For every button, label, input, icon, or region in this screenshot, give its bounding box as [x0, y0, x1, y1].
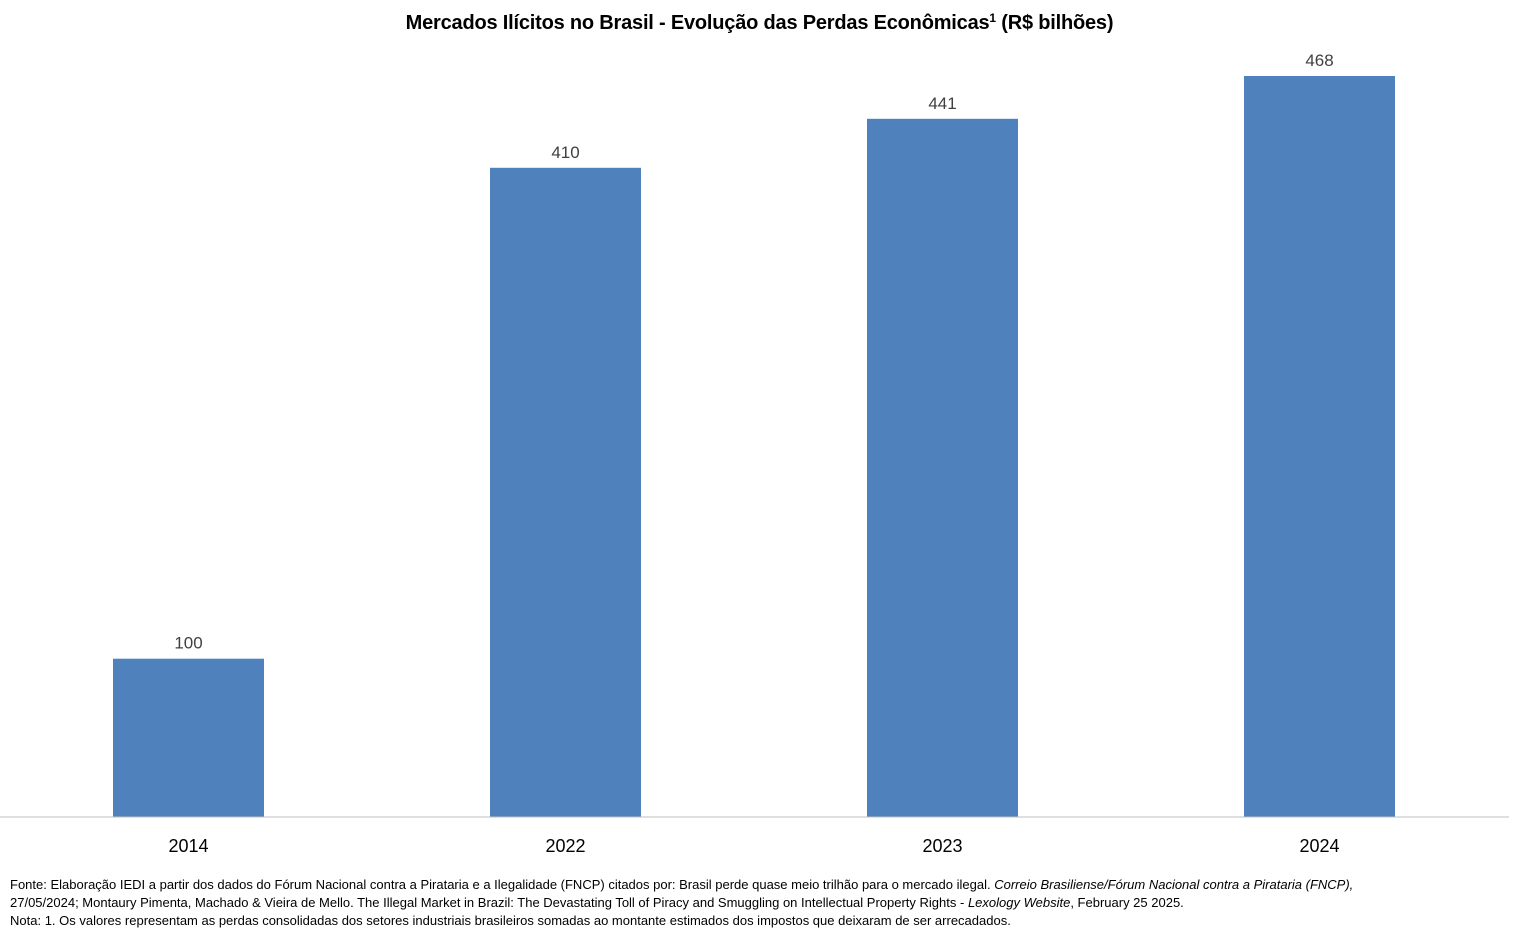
note-label: Nota:: [10, 913, 42, 928]
bar-2023: [867, 118, 1018, 818]
x-tick-label-2024: 2024: [1299, 836, 1339, 856]
source-text-2: 27/05/2024; Montaury Pimenta, Machado & …: [10, 895, 965, 910]
data-label-2014: 100: [174, 634, 202, 653]
x-tick-label-2023: 2023: [922, 836, 962, 856]
x-tick-label-2022: 2022: [545, 836, 585, 856]
x-tick-label-2014: 2014: [168, 836, 208, 856]
bar-2022: [490, 167, 641, 818]
bar-chart: 100 410 441 468 2014 2022 2023 2024: [0, 51, 1509, 856]
source-line-2: 27/05/2024; Montaury Pimenta, Machado & …: [10, 894, 1510, 912]
note-line: Nota: 1. Os valores representam as perda…: [10, 912, 1510, 930]
data-label-2024: 468: [1305, 51, 1333, 70]
source-text-1: Elaboração IEDI a partir dos dados do Fó…: [50, 877, 991, 892]
footnotes: Fonte: Elaboração IEDI a partir dos dado…: [10, 876, 1510, 930]
chart-title: Mercados Ilícitos no Brasil - Evolução d…: [0, 12, 1519, 35]
bars-layer: [113, 76, 1395, 818]
source-line-1: Fonte: Elaboração IEDI a partir dos dado…: [10, 876, 1510, 894]
bar-2014: [113, 658, 264, 817]
data-label-2023: 441: [928, 94, 956, 113]
note-text: 1. Os valores representam as perdas cons…: [44, 913, 1011, 928]
bar-2024: [1244, 76, 1395, 817]
source-italic-2: Lexology Website: [967, 895, 1071, 910]
data-labels-layer: 100 410 441 468: [174, 51, 1333, 653]
data-label-2022: 410: [551, 143, 579, 162]
chart-title-superscript: 1: [989, 11, 996, 25]
source-italic-1: Correio Brasiliense/Fórum Nacional contr…: [994, 877, 1354, 892]
source-label: Fonte:: [10, 877, 47, 892]
x-tick-labels-layer: 2014 2022 2023 2024: [168, 836, 1339, 856]
source-text-3: , February 25 2025.: [1070, 895, 1184, 910]
chart-title-text: Mercados Ilícitos no Brasil - Evolução d…: [405, 12, 990, 34]
chart-title-unit: (R$ bilhões): [1001, 12, 1114, 34]
